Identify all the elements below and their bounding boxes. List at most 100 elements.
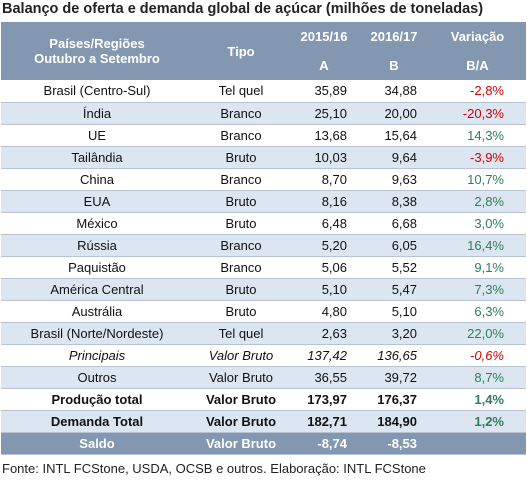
value-b-cell: 5,10	[359, 300, 429, 323]
value-a-cell: 173,97	[289, 388, 359, 411]
table-row: Saldo Valor Bruto -8,74 -8,53	[1, 432, 526, 455]
region-cell: Demanda Total	[1, 410, 193, 433]
type-cell: Valor Bruto	[193, 366, 289, 389]
value-a-cell: 2,63	[289, 322, 359, 345]
variation-cell: 3,0%	[429, 212, 526, 235]
variation-cell: 22,0%	[429, 322, 526, 345]
value-b-cell: 176,37	[359, 388, 429, 411]
variation-cell: 6,3%	[429, 300, 526, 323]
table-row: Tailândia Bruto 10,03 9,64 -3,9%	[1, 146, 526, 169]
region-cell: China	[1, 168, 193, 191]
value-b-cell: 9,64	[359, 146, 429, 169]
region-cell: Principais	[1, 344, 193, 367]
type-cell: Branco	[193, 124, 289, 147]
value-b-cell: 136,65	[359, 344, 429, 367]
value-a-cell: 6,48	[289, 212, 359, 235]
value-b-cell: 184,90	[359, 410, 429, 433]
value-a-cell: 5,20	[289, 234, 359, 257]
region-cell: Brasil (Centro-Sul)	[1, 80, 193, 103]
table-row: China Branco 8,70 9,63 10,7%	[1, 168, 526, 191]
type-cell: Branco	[193, 102, 289, 125]
header-cell: Países/Regiões Outubro a Setembro	[1, 22, 193, 80]
value-b-cell: 34,88	[359, 80, 429, 103]
source-note: Fonte: INTL FCStone, USDA, OCSB e outros…	[2, 461, 426, 476]
region-cell: Brasil (Norte/Nordeste)	[1, 322, 193, 345]
type-cell: Branco	[193, 256, 289, 279]
region-cell: Índia	[1, 102, 193, 125]
value-a-cell: 8,70	[289, 168, 359, 191]
header-text: Países/Regiões	[49, 36, 145, 51]
header-cell: Variação	[429, 22, 526, 51]
variation-cell: 14,3%	[429, 124, 526, 147]
table: Países/Regiões Outubro a Setembro Tipo 20…	[1, 22, 526, 455]
region-cell: UE	[1, 124, 193, 147]
region-cell: EUA	[1, 190, 193, 213]
table-row: Demanda Total Valor Bruto 182,71 184,90 1,2%	[1, 410, 526, 433]
value-b-cell: 9,63	[359, 168, 429, 191]
table-row: UE Branco 13,68 15,64 14,3%	[1, 124, 526, 147]
header-cell: B/A	[429, 51, 526, 80]
table-row: Brasil (Norte/Nordeste) Tel quel 2,63 3,20 2…	[1, 322, 526, 345]
value-a-cell: 35,89	[289, 80, 359, 103]
value-a-cell: 4,80	[289, 300, 359, 323]
table-row: México Bruto 6,48 6,68 3,0%	[1, 212, 526, 235]
value-a-cell: 36,55	[289, 366, 359, 389]
table-row: Principais Valor Bruto 137,42 136,65 -0,6%	[1, 344, 526, 367]
value-b-cell: 15,64	[359, 124, 429, 147]
variation-cell: -3,9%	[429, 146, 526, 169]
value-a-cell: 5,06	[289, 256, 359, 279]
variation-cell: 16,4%	[429, 234, 526, 257]
table-title: Balanço de oferta e demanda global de aç…	[2, 1, 484, 17]
table-row: EUA Bruto 8,16 8,38 2,8%	[1, 190, 526, 213]
value-a-cell: 10,03	[289, 146, 359, 169]
table-row: Paquistão Branco 5,06 5,52 9,1%	[1, 256, 526, 279]
region-cell: México	[1, 212, 193, 235]
type-cell: Valor Bruto	[193, 344, 289, 367]
value-a-cell: 5,10	[289, 278, 359, 301]
table-row: Rússia Branco 5,20 6,05 16,4%	[1, 234, 526, 257]
region-cell: Outros	[1, 366, 193, 389]
table-body: Brasil (Centro-Sul) Tel quel 35,89 34,88 -2,…	[1, 80, 526, 455]
variation-cell: 2,8%	[429, 190, 526, 213]
variation-cell: -20,3%	[429, 102, 526, 125]
variation-cell: -0,6%	[429, 344, 526, 367]
value-b-cell: 5,47	[359, 278, 429, 301]
type-cell: Valor Bruto	[193, 388, 289, 411]
variation-cell: 8,7%	[429, 366, 526, 389]
value-a-cell: 25,10	[289, 102, 359, 125]
value-b-cell: 39,72	[359, 366, 429, 389]
type-cell: Tel quel	[193, 322, 289, 345]
type-cell: Branco	[193, 168, 289, 191]
variation-cell: -2,8%	[429, 80, 526, 103]
type-cell: Bruto	[193, 190, 289, 213]
region-cell: Produção total	[1, 388, 193, 411]
table-row: Brasil (Centro-Sul) Tel quel 35,89 34,88 -2,…	[1, 80, 526, 103]
type-cell: Branco	[193, 234, 289, 257]
region-cell: Austrália	[1, 300, 193, 323]
type-cell: Bruto	[193, 278, 289, 301]
value-b-cell: 20,00	[359, 102, 429, 125]
type-cell: Bruto	[193, 300, 289, 323]
header-cell: Tipo	[193, 22, 289, 80]
value-b-cell: 3,20	[359, 322, 429, 345]
table-row: América Central Bruto 5,10 5,47 7,3%	[1, 278, 526, 301]
region-cell: América Central	[1, 278, 193, 301]
variation-cell: 1,4%	[429, 388, 526, 411]
value-a-cell: 182,71	[289, 410, 359, 433]
variation-cell: 1,2%	[429, 410, 526, 433]
table-row: Outros Valor Bruto 36,55 39,72 8,7%	[1, 366, 526, 389]
variation-cell	[429, 432, 526, 455]
value-b-cell: 6,05	[359, 234, 429, 257]
type-cell: Valor Bruto	[193, 410, 289, 433]
variation-cell: 9,1%	[429, 256, 526, 279]
value-a-cell: 13,68	[289, 124, 359, 147]
region-cell: Saldo	[1, 432, 193, 455]
region-cell: Rússia	[1, 234, 193, 257]
type-cell: Bruto	[193, 212, 289, 235]
header-cell: 2016/17	[359, 22, 429, 51]
header-cell: B	[359, 51, 429, 80]
variation-cell: 10,7%	[429, 168, 526, 191]
table-row: Índia Branco 25,10 20,00 -20,3%	[1, 102, 526, 125]
header-cell: A	[289, 51, 359, 80]
value-a-cell: 137,42	[289, 344, 359, 367]
